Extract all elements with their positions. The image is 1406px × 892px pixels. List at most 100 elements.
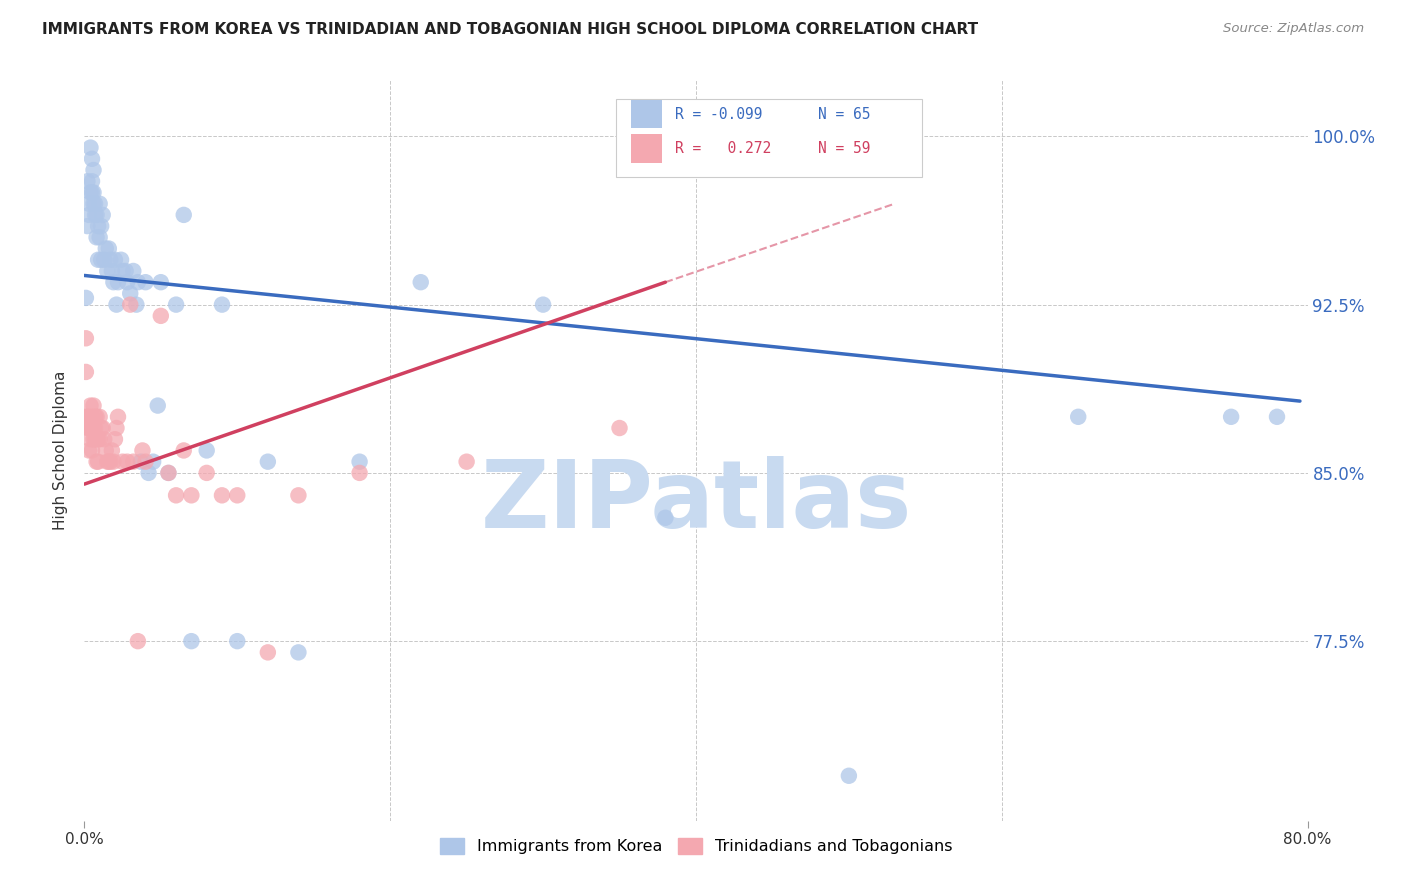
Point — [180, 488, 202, 502]
Point — [75, 365, 97, 379]
Bar — [631, 100, 662, 128]
Point — [105, 421, 128, 435]
Point — [149, 309, 172, 323]
Point — [104, 252, 127, 267]
Legend: Immigrants from Korea, Trinidadians and Tobagonians: Immigrants from Korea, Trinidadians and … — [433, 831, 959, 861]
Point — [76, 409, 98, 424]
Point — [103, 275, 125, 289]
Point — [120, 286, 142, 301]
Point — [75, 291, 97, 305]
Point — [173, 443, 195, 458]
Point — [91, 421, 114, 435]
Point — [86, 432, 108, 446]
Point — [76, 219, 98, 233]
Point — [146, 399, 169, 413]
Point — [114, 264, 136, 278]
Point — [90, 421, 112, 435]
Point — [142, 455, 165, 469]
Point — [79, 432, 101, 446]
Point — [349, 455, 371, 469]
Point — [173, 208, 195, 222]
Point — [97, 242, 120, 256]
Point — [257, 455, 280, 469]
Point — [84, 208, 107, 222]
Point — [131, 443, 153, 458]
Point — [79, 186, 101, 200]
Point — [211, 298, 233, 312]
Point — [107, 409, 129, 424]
Bar — [631, 135, 662, 162]
Point — [76, 421, 98, 435]
Point — [120, 298, 142, 312]
Point — [77, 443, 100, 458]
Point — [90, 252, 112, 267]
Point — [77, 409, 100, 424]
Point — [531, 298, 554, 312]
Point — [287, 645, 309, 659]
Point — [79, 140, 101, 154]
Point — [90, 219, 112, 233]
Text: N = 59: N = 59 — [818, 141, 870, 156]
Point — [287, 488, 309, 502]
Text: N = 65: N = 65 — [818, 107, 870, 122]
Point — [138, 466, 160, 480]
Point — [115, 455, 138, 469]
Point — [86, 208, 108, 222]
Point — [83, 421, 105, 435]
Point — [84, 409, 107, 424]
Point — [79, 421, 101, 435]
Point — [94, 242, 117, 256]
Point — [83, 163, 105, 178]
Point — [127, 275, 149, 289]
Point — [89, 230, 111, 244]
Point — [456, 455, 478, 469]
Point — [83, 399, 105, 413]
Point — [165, 488, 187, 502]
Point — [80, 421, 103, 435]
Point — [226, 488, 249, 502]
Point — [84, 196, 107, 211]
Point — [101, 264, 124, 278]
Point — [129, 455, 152, 469]
Point — [135, 455, 157, 469]
Point — [75, 331, 97, 345]
Point — [96, 264, 118, 278]
Point — [89, 196, 111, 211]
Point — [80, 443, 103, 458]
Point — [80, 152, 103, 166]
Point — [107, 275, 129, 289]
Point — [79, 399, 101, 413]
Point — [157, 466, 180, 480]
Point — [135, 275, 157, 289]
Point — [165, 298, 187, 312]
Point — [76, 174, 98, 188]
Point — [122, 455, 145, 469]
Point — [105, 298, 128, 312]
Point — [127, 634, 149, 648]
Point — [111, 264, 134, 278]
Text: ZIPatlas: ZIPatlas — [481, 457, 911, 549]
Point — [609, 421, 631, 435]
Point — [89, 432, 111, 446]
Point — [94, 443, 117, 458]
Point — [257, 645, 280, 659]
Point — [101, 443, 124, 458]
Point — [96, 455, 118, 469]
Point — [83, 196, 105, 211]
Point — [84, 421, 107, 435]
Point — [149, 275, 172, 289]
Point — [110, 252, 132, 267]
Point — [80, 409, 103, 424]
Text: R =   0.272: R = 0.272 — [675, 141, 772, 156]
Point — [98, 455, 121, 469]
Point — [98, 252, 121, 267]
Point — [226, 634, 249, 648]
Point — [93, 432, 115, 446]
Point — [86, 230, 108, 244]
Point — [103, 455, 125, 469]
Point — [125, 298, 148, 312]
Point — [77, 196, 100, 211]
Point — [211, 488, 233, 502]
Point — [195, 466, 218, 480]
Point — [1265, 409, 1288, 424]
